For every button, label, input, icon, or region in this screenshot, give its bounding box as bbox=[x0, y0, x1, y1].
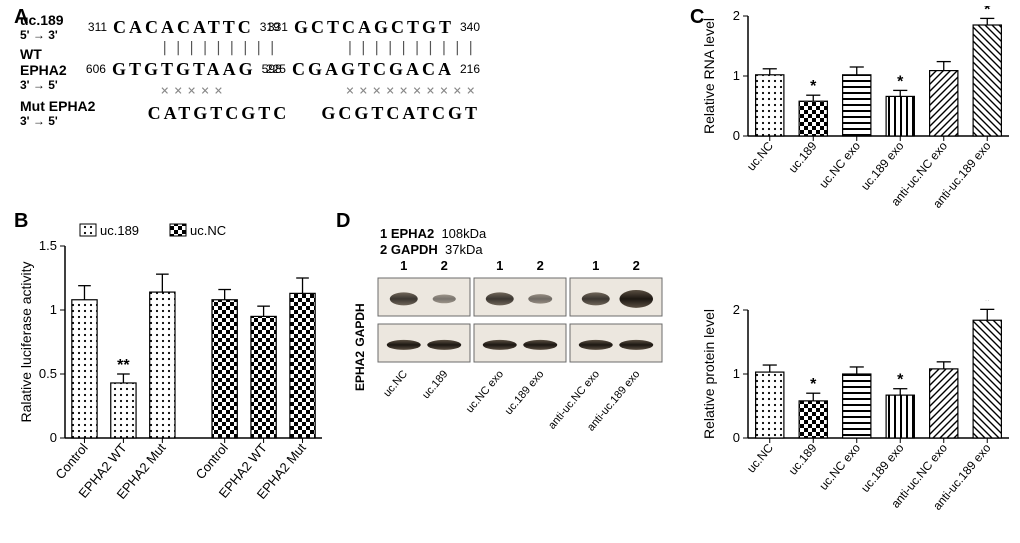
svg-text:Control: Control bbox=[52, 440, 90, 482]
svg-text:uc.NC: uc.NC bbox=[744, 441, 776, 476]
mut-dir: 3' → 5' bbox=[20, 114, 126, 128]
svg-text:uc.NC: uc.NC bbox=[190, 223, 226, 238]
svg-text:**: ** bbox=[117, 357, 130, 374]
svg-text:2: 2 bbox=[733, 302, 740, 317]
svg-text:EPHA2: EPHA2 bbox=[353, 351, 367, 391]
figure-root: A B C D uc.189 5' → 3' 311 CACACATTC 319… bbox=[0, 0, 1020, 543]
svg-text:Ralative luciferase activity: Ralative luciferase activity bbox=[18, 261, 34, 422]
svg-text:uc.189 exo: uc.189 exo bbox=[858, 441, 907, 495]
mut-seq1: CATGTCGTC bbox=[148, 103, 290, 124]
svg-text:*: * bbox=[984, 6, 991, 18]
pairing-1: ||||||||| bbox=[133, 45, 308, 51]
svg-text:0: 0 bbox=[733, 430, 740, 445]
uc189-seq2-r: 340 bbox=[460, 20, 480, 34]
svg-text:Control: Control bbox=[193, 440, 231, 482]
xrow-1: ××××× bbox=[133, 87, 308, 95]
svg-text:uc.NC exo: uc.NC exo bbox=[816, 441, 863, 493]
svg-text:GAPDH: GAPDH bbox=[353, 303, 367, 346]
panel-b-chart: 0 0.5 1 1.5 Ralative luciferase activity Cont… bbox=[10, 218, 330, 538]
svg-text:1: 1 bbox=[50, 302, 57, 317]
svg-text:*: * bbox=[810, 78, 817, 95]
svg-text:*: * bbox=[897, 372, 904, 389]
svg-text:0: 0 bbox=[733, 128, 740, 143]
uc189-seq1: CACACATTC bbox=[113, 17, 254, 38]
svg-text:uc.189: uc.189 bbox=[420, 368, 450, 401]
uc189-seq2-l: 331 bbox=[268, 20, 288, 34]
svg-text:Relative protein level: Relative protein level bbox=[701, 309, 717, 439]
svg-text:1: 1 bbox=[733, 366, 740, 381]
panel-a: uc.189 5' → 3' 311 CACACATTC 319 331 GCT… bbox=[20, 10, 480, 180]
svg-text:0: 0 bbox=[50, 430, 57, 445]
wt-seq1: GTGTGTAAG bbox=[112, 59, 256, 80]
wt-seq1-l: 606 bbox=[86, 62, 106, 76]
svg-text:2: 2 bbox=[537, 258, 544, 273]
svg-text:1: 1 bbox=[496, 258, 503, 273]
svg-text:uc.189: uc.189 bbox=[100, 223, 139, 238]
svg-text:uc.189 exo: uc.189 exo bbox=[503, 368, 547, 417]
svg-text:*: * bbox=[810, 376, 817, 393]
svg-text:2: 2 bbox=[633, 258, 640, 273]
panel-c-rna-chart: 0 1 2 Relative RNA level uc.NC * uc.189uc.NC e… bbox=[700, 6, 1015, 236]
mut-seq2: GCGTCATCGT bbox=[321, 103, 480, 124]
uc189-seq2: GCTCAGCTGT bbox=[294, 17, 454, 38]
mut-label: Mut EPHA2 bbox=[20, 98, 126, 114]
xrow-2: ×××××××××× bbox=[318, 87, 480, 95]
svg-text:*: * bbox=[897, 73, 904, 90]
svg-text:2: 2 bbox=[441, 258, 448, 273]
blot-w1: 108kDa bbox=[441, 226, 486, 241]
svg-text:0.5: 0.5 bbox=[39, 366, 57, 381]
svg-text:uc.189: uc.189 bbox=[786, 139, 820, 176]
svg-text:uc.NC exo: uc.NC exo bbox=[464, 368, 506, 415]
wt-seq2-l: 225 bbox=[266, 62, 286, 76]
blot-h1: 1 EPHA2 bbox=[380, 226, 434, 241]
blot-w2: 37kDa bbox=[445, 242, 483, 257]
panel-label-d: D bbox=[336, 210, 350, 233]
svg-text:Relative RNA level: Relative RNA level bbox=[701, 18, 717, 134]
uc189-label: uc.189 bbox=[20, 12, 88, 28]
uc189-seq1-l: 311 bbox=[88, 20, 107, 34]
svg-text:2: 2 bbox=[733, 8, 740, 23]
svg-text:uc.NC exo: uc.NC exo bbox=[816, 139, 863, 191]
svg-text:uc.189 exo: uc.189 exo bbox=[858, 139, 907, 193]
wt-dir: 3' → 5' bbox=[20, 78, 86, 92]
svg-text:uc.NC: uc.NC bbox=[744, 139, 776, 174]
svg-text:*: * bbox=[984, 300, 991, 309]
wt-seq2: CGAGTCGACA bbox=[292, 59, 454, 80]
panel-d-blot: 1 EPHA2 108kDa 2 GAPDH 37kDa 1 2 1 2 1 2 EPHA2… bbox=[350, 226, 685, 533]
panel-c-protein-chart: 012Relative protein leveluc.NC*uc.189uc.… bbox=[700, 300, 1015, 538]
svg-text:uc.NC: uc.NC bbox=[381, 368, 410, 399]
wt-label: WT EPHA2 bbox=[20, 46, 86, 78]
svg-text:1: 1 bbox=[733, 68, 740, 83]
svg-text:1.5: 1.5 bbox=[39, 238, 57, 253]
svg-text:1: 1 bbox=[400, 258, 407, 273]
wt-seq2-r: 216 bbox=[460, 62, 480, 76]
blot-h2: 2 GAPDH bbox=[380, 242, 438, 257]
pairing-2: |||||||||| bbox=[318, 45, 480, 51]
svg-text:uc.189: uc.189 bbox=[786, 441, 820, 478]
uc189-dir: 5' → 3' bbox=[20, 28, 88, 42]
svg-text:1: 1 bbox=[592, 258, 599, 273]
